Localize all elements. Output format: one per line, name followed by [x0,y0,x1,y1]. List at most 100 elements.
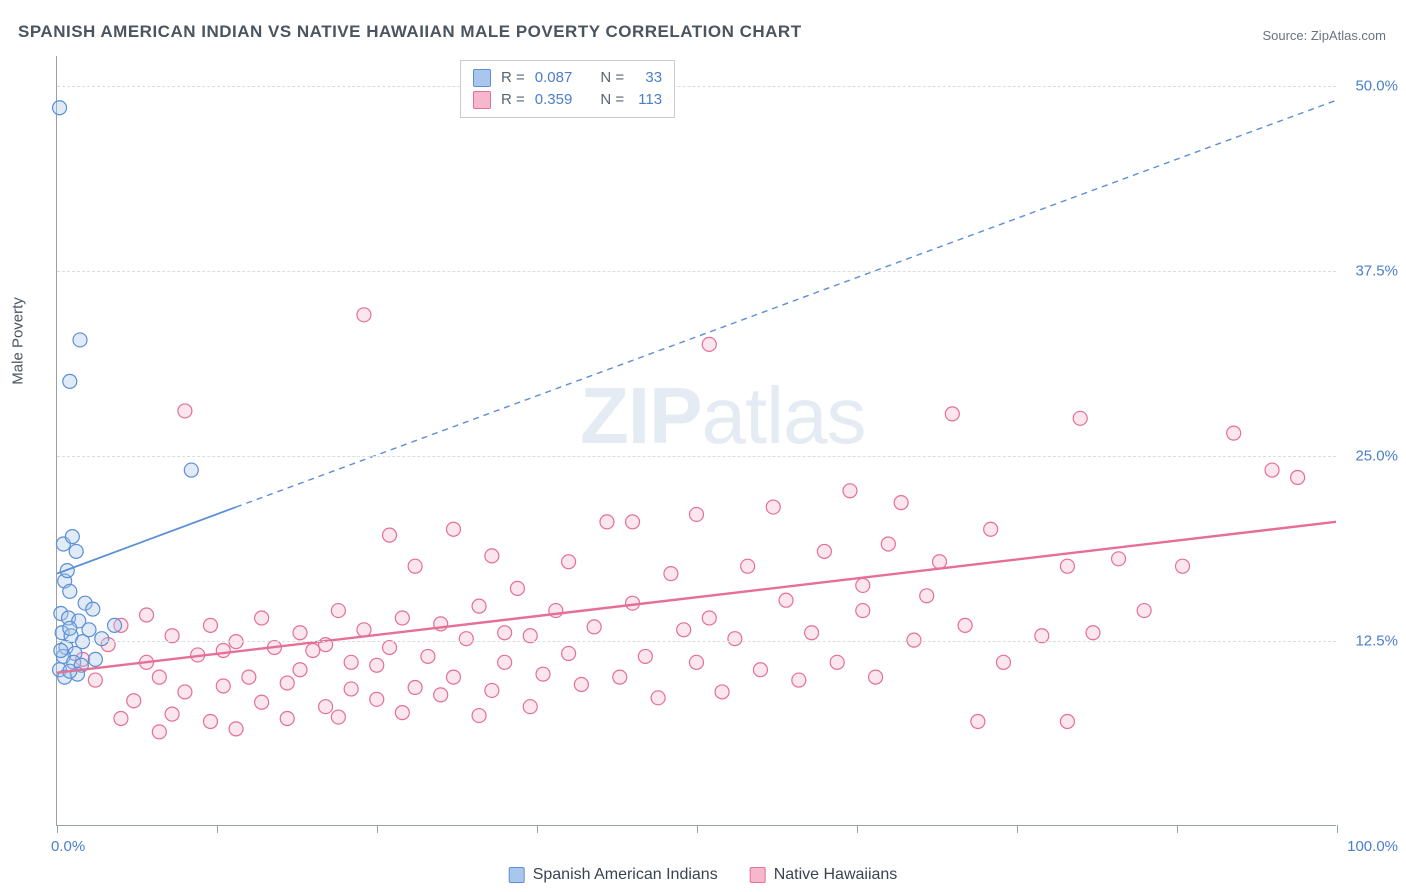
scatter-point [830,655,844,669]
scatter-point [779,593,793,607]
scatter-point [690,507,704,521]
scatter-point [933,555,947,569]
x-tick-mark [1017,825,1018,833]
scatter-point [459,632,473,646]
scatter-point [1112,552,1126,566]
scatter-point [383,641,397,655]
scatter-point [82,623,96,637]
scatter-point [536,667,550,681]
scatter-point [178,404,192,418]
x-tick-mark [1177,825,1178,833]
scatter-point [53,101,67,115]
y-axis-label: Male Poverty [10,297,27,385]
legend-swatch-1 [473,69,491,87]
scatter-point [65,530,79,544]
source-name: ZipAtlas.com [1311,28,1386,43]
scatter-point [805,626,819,640]
scatter-point [127,694,141,708]
scatter-point [344,682,358,696]
scatter-point [881,537,895,551]
scatter-point [140,608,154,622]
scatter-point [95,632,109,646]
scatter-point [63,584,77,598]
scatter-point [869,670,883,684]
scatter-point [690,655,704,669]
scatter-point [1176,559,1190,573]
legend-item-2: Native Hawaiians [750,866,898,884]
source-prefix: Source: [1262,28,1310,43]
legend-bottom-swatch-1 [509,867,525,883]
scatter-point [562,555,576,569]
legend-bottom-swatch-2 [750,867,766,883]
y-tick-label: 25.0% [1355,447,1398,464]
scatter-point [152,725,166,739]
scatter-point [331,710,345,724]
plot-svg [57,56,1336,825]
r-prefix-1: R = [501,67,525,89]
scatter-point [485,683,499,697]
x-tick-label: 0.0% [51,838,85,855]
scatter-point [472,599,486,613]
series-legend: Spanish American Indians Native Hawaiian… [509,866,898,884]
y-tick-label: 12.5% [1355,632,1398,649]
legend-bottom-label-2: Native Hawaiians [774,866,898,884]
gridline [57,641,1336,642]
y-tick-label: 37.5% [1355,262,1398,279]
trend-line-solid [57,522,1336,673]
scatter-point [395,611,409,625]
scatter-point [856,604,870,618]
scatter-point [242,670,256,684]
legend-row-series1: R = 0.087 N = 33 [473,67,662,89]
scatter-point [920,589,934,603]
r-value-2: 0.359 [535,89,573,111]
scatter-point [702,611,716,625]
scatter-point [63,374,77,388]
r-prefix-2: R = [501,89,525,111]
x-tick-mark [537,825,538,833]
scatter-point [600,515,614,529]
gridline [57,271,1336,272]
scatter-point [63,621,77,635]
scatter-point [498,626,512,640]
scatter-point [664,567,678,581]
correlation-legend: R = 0.087 N = 33 R = 0.359 N = 113 [460,60,675,118]
gridline [57,86,1336,87]
n-prefix-2: N = [600,89,624,111]
scatter-point [216,679,230,693]
chart-title: SPANISH AMERICAN INDIAN VS NATIVE HAWAII… [18,22,802,42]
scatter-point [984,522,998,536]
scatter-point [958,618,972,632]
n-value-2: 113 [634,89,662,111]
scatter-point [357,623,371,637]
scatter-point [1291,470,1305,484]
scatter-point [574,678,588,692]
scatter-point [229,722,243,736]
scatter-point [319,700,333,714]
scatter-point [395,706,409,720]
scatter-point [184,463,198,477]
scatter-point [108,618,122,632]
scatter-point [293,663,307,677]
x-tick-mark [57,825,58,833]
scatter-point [817,544,831,558]
legend-item-1: Spanish American Indians [509,866,718,884]
scatter-point [741,559,755,573]
scatter-point [280,676,294,690]
trend-line-solid [57,507,236,574]
plot-area: 12.5%25.0%37.5%50.0%0.0%100.0% [56,56,1336,826]
scatter-point [178,685,192,699]
legend-row-series2: R = 0.359 N = 113 [473,89,662,111]
scatter-point [1060,559,1074,573]
scatter-point [766,500,780,514]
scatter-point [306,644,320,658]
scatter-point [472,709,486,723]
scatter-point [434,688,448,702]
chart-container: SPANISH AMERICAN INDIAN VS NATIVE HAWAII… [0,0,1406,892]
scatter-point [613,670,627,684]
scatter-point [1265,463,1279,477]
scatter-point [523,700,537,714]
x-tick-mark [377,825,378,833]
scatter-point [562,646,576,660]
scatter-point [216,644,230,658]
scatter-point [485,549,499,563]
